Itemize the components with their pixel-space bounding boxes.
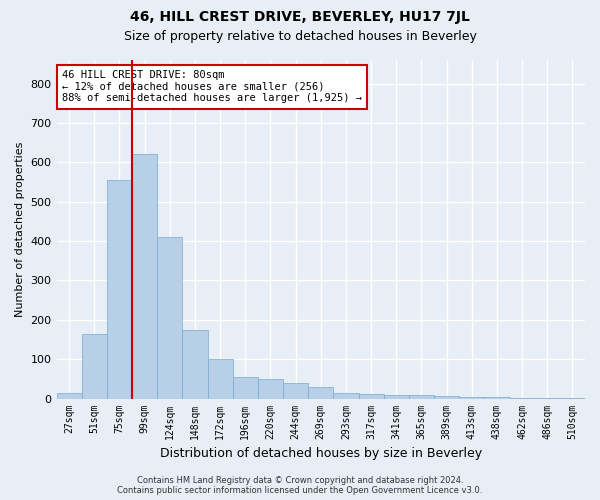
Bar xyxy=(107,180,132,398)
Bar xyxy=(308,386,334,398)
Text: 46 HILL CREST DRIVE: 80sqm
← 12% of detached houses are smaller (256)
88% of sem: 46 HILL CREST DRIVE: 80sqm ← 12% of deta… xyxy=(62,70,362,103)
Bar xyxy=(132,154,157,398)
Bar xyxy=(82,334,107,398)
Bar xyxy=(157,237,182,398)
Bar xyxy=(459,396,484,398)
Y-axis label: Number of detached properties: Number of detached properties xyxy=(15,142,25,317)
Bar xyxy=(208,359,233,399)
Bar xyxy=(56,392,82,398)
Bar xyxy=(409,396,434,398)
Bar xyxy=(182,330,208,398)
Bar xyxy=(334,392,359,398)
Text: Contains HM Land Registry data © Crown copyright and database right 2024.
Contai: Contains HM Land Registry data © Crown c… xyxy=(118,476,482,495)
Bar xyxy=(383,394,409,398)
Bar xyxy=(434,396,459,398)
Text: 46, HILL CREST DRIVE, BEVERLEY, HU17 7JL: 46, HILL CREST DRIVE, BEVERLEY, HU17 7JL xyxy=(130,10,470,24)
X-axis label: Distribution of detached houses by size in Beverley: Distribution of detached houses by size … xyxy=(160,447,482,460)
Text: Size of property relative to detached houses in Beverley: Size of property relative to detached ho… xyxy=(124,30,476,43)
Bar xyxy=(359,394,383,398)
Bar xyxy=(283,383,308,398)
Bar xyxy=(233,377,258,398)
Bar xyxy=(258,379,283,398)
